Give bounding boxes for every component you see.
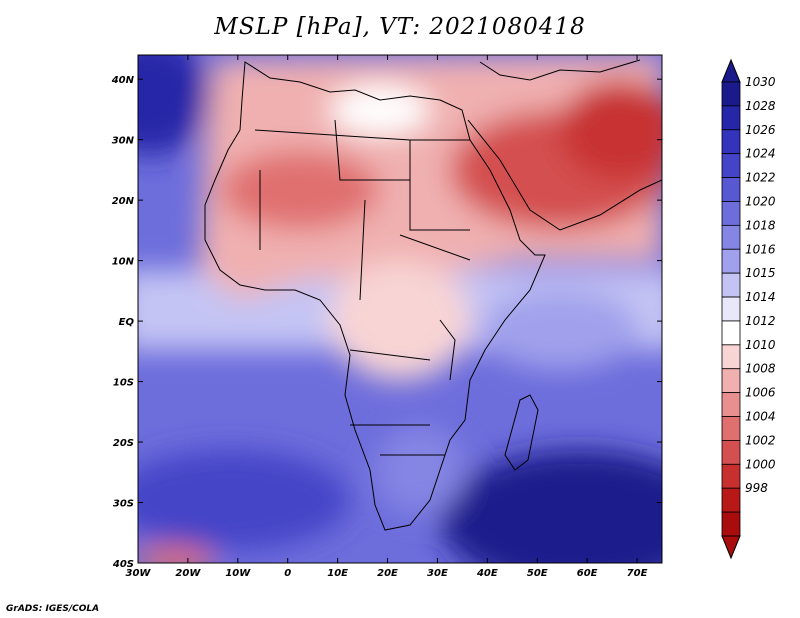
colorbar-swatch <box>721 224 741 250</box>
colorbar-level-label: 1030 <box>745 75 776 89</box>
colorbar-swatch <box>721 487 741 513</box>
colorbar-swatch <box>721 129 741 155</box>
lon-tick-label: 70E <box>627 568 648 579</box>
lon-tick-label: 10E <box>327 568 348 579</box>
colorbar-level-label: 1002 <box>745 433 776 447</box>
colorbar-level-label: 1014 <box>745 290 776 304</box>
lat-tick-label: 10N <box>112 257 135 268</box>
colorbar-level-label: 1022 <box>745 171 776 185</box>
colorbar-top-arrow <box>721 58 741 83</box>
colorbar-swatch <box>721 392 741 417</box>
plot-frame <box>137 54 663 564</box>
colorbar-swatch <box>721 272 741 298</box>
latitude-axis: 40N 30N 20N 10N EQ 10S 20S 30S 40S <box>111 75 662 570</box>
colorbar-level-label: 1012 <box>745 314 776 328</box>
colorbar-level-label: 1008 <box>745 362 776 376</box>
colorbar-level-label: 1024 <box>745 147 776 161</box>
colorbar-swatch <box>721 440 741 465</box>
colorbar-swatch <box>721 463 741 489</box>
lat-tick-label: EQ <box>119 317 135 328</box>
colorbar-level-label: 1016 <box>745 242 776 256</box>
colorbar-level-label: 1006 <box>745 386 776 400</box>
coastlines <box>204 59 662 531</box>
colorbar-level-label: 1020 <box>745 194 776 208</box>
lat-tick-label: 20N <box>112 196 135 207</box>
colorbar-swatch <box>721 153 741 178</box>
lat-tick-label: 30N <box>112 136 135 147</box>
colorbar-swatch <box>721 368 741 394</box>
lat-tick-label: 10S <box>113 378 134 389</box>
lon-tick-label: 30E <box>427 568 448 579</box>
lon-tick-label: 30W <box>126 568 152 579</box>
colorbar-swatch <box>721 81 741 107</box>
lon-tick-label: 50E <box>527 568 548 579</box>
colorbar-swatch <box>721 416 741 441</box>
lon-tick-label: 20E <box>377 568 398 579</box>
colorbar-level-label: 1000 <box>745 457 776 471</box>
colorbar-level-label: 1018 <box>745 218 776 232</box>
chart-title: MSLP [hPa], VT: 2021080418 <box>214 14 586 40</box>
lon-tick-label: 20W <box>175 568 201 579</box>
colorbar-level-label: 1004 <box>745 410 776 424</box>
grads-credit: GrADS: IGES/COLA <box>6 604 100 614</box>
colorbar: 1030 1028 1026 1024 1022 1020 1018 1016 1015 1014… <box>721 58 776 560</box>
colorbar-swatch <box>721 344 741 370</box>
colorbar-swatch <box>721 201 741 226</box>
longitude-axis: 30W 20W 10W 0 10E 20E 30E 40E 50E 60E 70E <box>126 55 648 579</box>
lon-tick-label: 0 <box>284 568 291 579</box>
colorbar-swatch <box>721 320 741 346</box>
lon-tick-label: 40E <box>476 568 498 579</box>
colorbar-swatch <box>721 511 741 537</box>
colorbar-level-label: 1026 <box>745 123 776 137</box>
lon-tick-label: 10W <box>225 568 251 579</box>
lat-tick-label: 20S <box>113 438 134 449</box>
colorbar-swatch <box>721 248 741 274</box>
pressure-field <box>138 55 662 563</box>
lat-tick-label: 40S <box>112 559 134 570</box>
lat-tick-label: 40N <box>111 75 135 86</box>
colorbar-swatch <box>721 177 741 202</box>
colorbar-level-label: 998 <box>745 481 768 495</box>
colorbar-swatch <box>721 105 741 131</box>
colorbar-bottom-arrow <box>721 535 741 560</box>
lat-tick-label: 30S <box>113 499 134 510</box>
colorbar-level-label: 1015 <box>745 266 776 280</box>
lon-tick-label: 60E <box>577 568 598 579</box>
colorbar-level-label: 1010 <box>745 338 776 352</box>
colorbar-swatch <box>721 296 741 322</box>
colorbar-level-label: 1028 <box>745 99 776 113</box>
